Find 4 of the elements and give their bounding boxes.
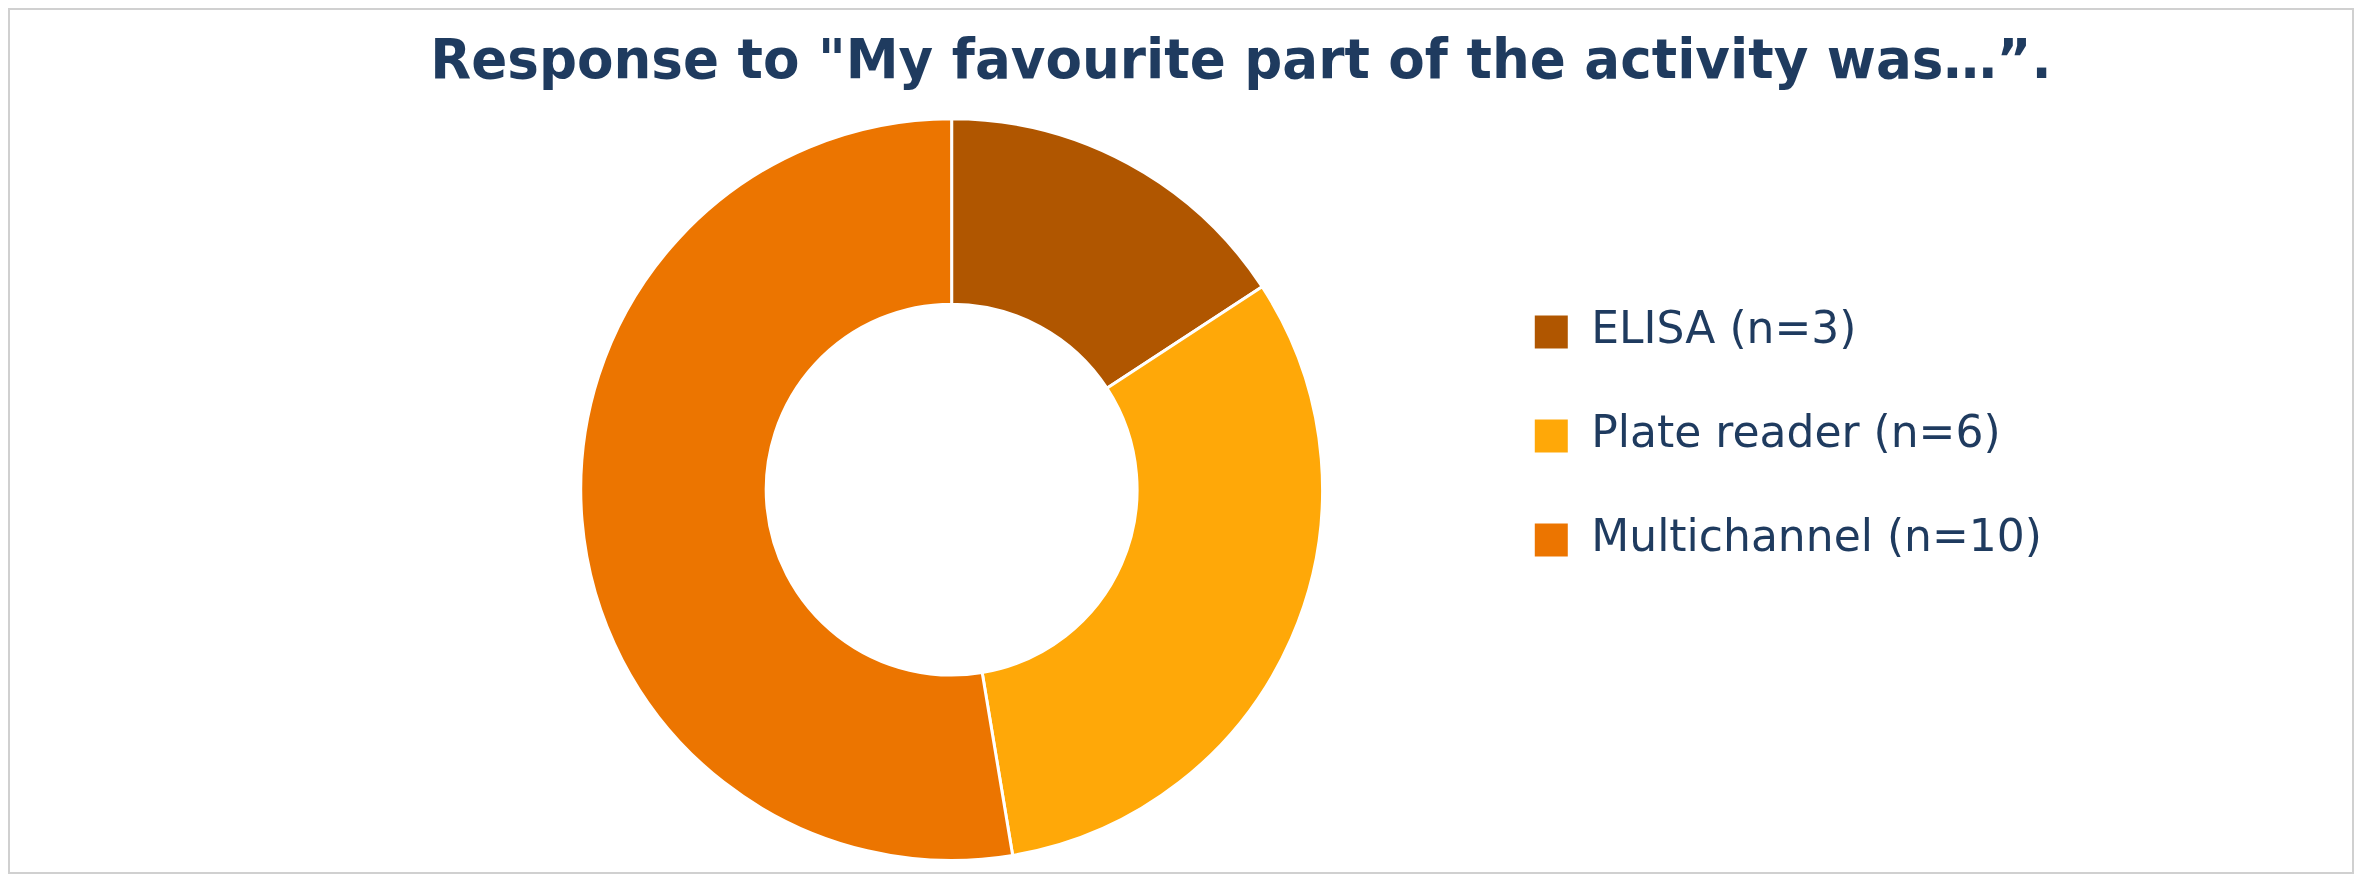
chart-title: Response to "My favourite part of the activity was…”.: [430, 25, 2052, 92]
legend-label: Multichannel (n=10): [1591, 510, 2043, 562]
legend-label: ELISA (n=3): [1591, 302, 1857, 354]
legend-label: Plate reader (n=6): [1591, 406, 2001, 458]
